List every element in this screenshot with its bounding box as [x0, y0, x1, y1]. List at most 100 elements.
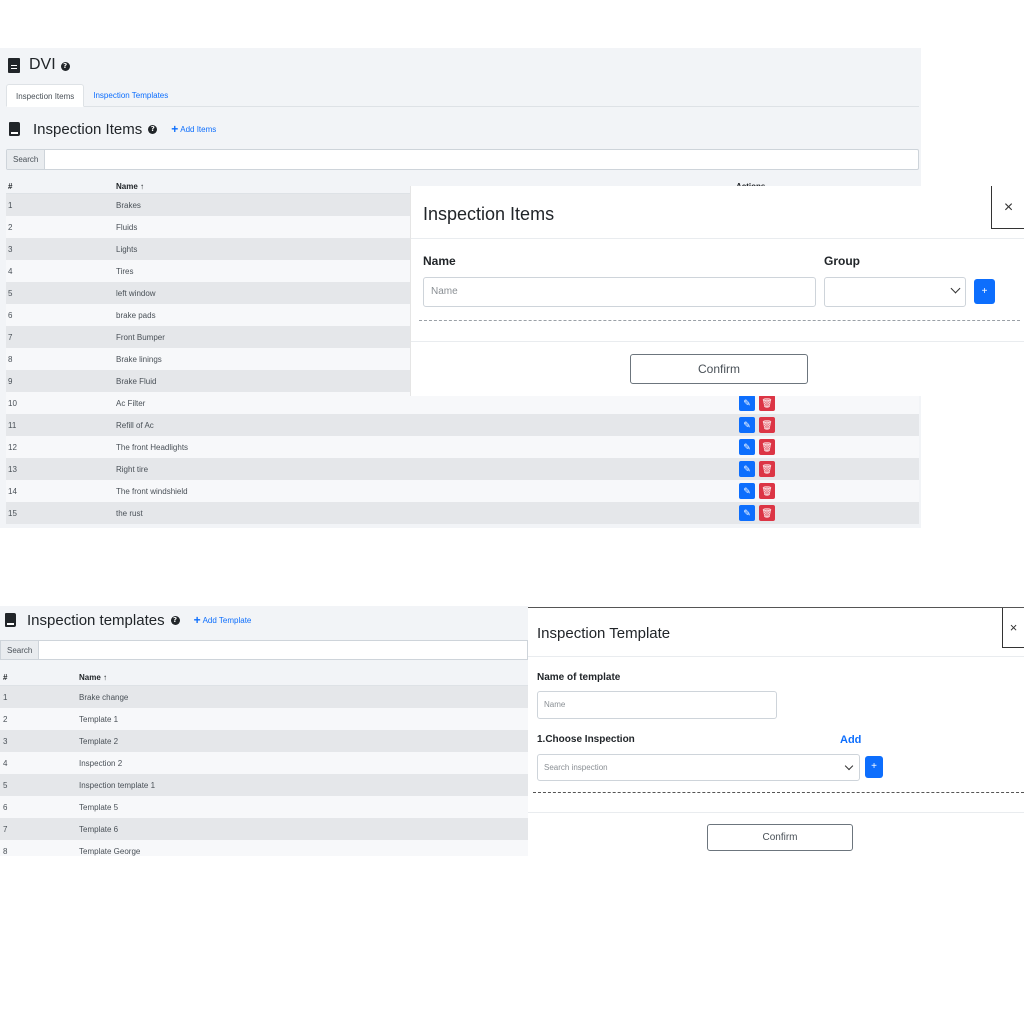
row-number: 1 — [3, 693, 8, 702]
row-number: 11 — [8, 421, 17, 430]
row-actions: ✎🗑 — [739, 395, 775, 411]
row-name: Right tire — [116, 465, 149, 474]
table-row: 5 Inspection template 1 — [0, 774, 528, 796]
row-number: 1 — [8, 201, 13, 210]
row-number: 8 — [8, 355, 13, 364]
row-name: Template 2 — [79, 737, 119, 746]
add-group-button[interactable]: + — [974, 279, 995, 304]
table-row: 11 Refill of Ac ✎ 🗑 — [6, 414, 919, 436]
tab-inspection-templates[interactable]: Inspection Templates — [93, 91, 169, 100]
page-title: DVI — [29, 56, 56, 73]
row-number: 3 — [8, 245, 13, 254]
row-name: Inspection 2 — [79, 759, 123, 768]
row-actions: ✎🗑 — [739, 505, 775, 521]
trash-icon[interactable]: 🗑 — [759, 505, 775, 521]
row-name: brake pads — [116, 311, 156, 320]
templates-table: # Name ↑ 1 Brake change 2 Template 1 3 Templa… — [0, 668, 528, 856]
divider — [411, 341, 1024, 342]
templates-panel: Inspection templates ? + Add Template Se… — [0, 606, 528, 856]
trash-icon[interactable]: 🗑 — [759, 439, 775, 455]
row-number: 6 — [8, 311, 13, 320]
table-header: # Name ↑ — [0, 668, 528, 686]
help-icon[interactable]: ? — [148, 124, 158, 134]
row-name: the rust — [116, 509, 143, 518]
edit-icon[interactable]: ✎ — [739, 505, 755, 521]
items-section-header: Inspection Items ? + Add Items — [9, 120, 216, 138]
row-name: Ac Filter — [116, 399, 146, 408]
row-name: The front Headlights — [116, 443, 189, 452]
add-template-link[interactable]: + Add Template — [194, 614, 252, 626]
modal-title: Inspection Template — [537, 625, 671, 642]
search-input[interactable] — [45, 150, 918, 169]
chevron-down-icon — [844, 761, 854, 771]
edit-icon[interactable]: ✎ — [739, 439, 755, 455]
close-button[interactable]: × — [991, 186, 1024, 229]
trash-icon[interactable]: 🗑 — [759, 461, 775, 477]
add-inspection-button[interactable]: + — [865, 756, 883, 778]
row-name: Brake Fluid — [116, 377, 157, 386]
template-name-label: Name of template — [537, 672, 621, 683]
select-placeholder: Search inspection — [544, 763, 608, 772]
table-row: 14 The front windshield ✎ 🗑 — [6, 480, 919, 502]
column-header-name[interactable]: Name ↑ — [79, 673, 108, 682]
inspection-search-select[interactable]: Search inspection — [537, 754, 860, 781]
book-icon — [5, 613, 16, 627]
divider — [528, 812, 1024, 813]
table-row: 15 the rust ✎ 🗑 — [6, 502, 919, 524]
trash-icon[interactable]: 🗑 — [759, 417, 775, 433]
add-inspection-link[interactable]: Add — [840, 734, 862, 746]
edit-icon[interactable]: ✎ — [739, 483, 755, 499]
table-row: 1 Brake change — [0, 686, 528, 708]
divider — [528, 656, 1024, 657]
trash-icon[interactable]: 🗑 — [759, 483, 775, 499]
row-number: 8 — [3, 847, 8, 856]
help-icon[interactable]: ? — [170, 615, 180, 625]
choose-inspection-label: 1.Choose Inspection — [537, 734, 635, 745]
row-number: 2 — [8, 223, 13, 232]
row-number: 10 — [8, 399, 17, 408]
table-row: 8 Template George — [0, 840, 528, 856]
confirm-button[interactable]: Confirm — [707, 824, 853, 851]
table-row: 3 Template 2 — [0, 730, 528, 752]
search-input[interactable] — [39, 641, 527, 659]
items-search: Search — [6, 149, 919, 170]
group-label: Group — [824, 254, 860, 268]
table-row: 7 Template 6 — [0, 818, 528, 840]
row-name: Inspection template 1 — [79, 781, 156, 790]
inspection-template-modal: Inspection Template × Name of template N… — [528, 607, 1024, 862]
inspection-items-modal: Inspection Items × Name Group Name + Con… — [410, 186, 1024, 396]
divider — [419, 320, 1020, 321]
table-row: 10 Ac Filter ✎ 🗑 — [6, 392, 919, 414]
row-actions: ✎🗑 — [739, 417, 775, 433]
table-row: 4 Inspection 2 — [0, 752, 528, 774]
document-icon — [8, 57, 20, 73]
tab-inspection-items[interactable]: Inspection Items — [6, 84, 85, 107]
table-row: 13 Right tire ✎ 🗑 — [6, 458, 919, 480]
close-button[interactable]: × — [1002, 608, 1024, 648]
name-input[interactable]: Name — [423, 277, 816, 307]
row-number: 4 — [3, 759, 8, 768]
search-label: Search — [1, 641, 40, 659]
dvi-header: DVI ? — [8, 56, 70, 74]
add-items-label: Add Items — [180, 124, 217, 134]
row-number: 9 — [8, 377, 13, 386]
edit-icon[interactable]: ✎ — [739, 417, 755, 433]
row-name: Template George — [79, 847, 141, 856]
row-actions: ✎🗑 — [739, 439, 775, 455]
edit-icon[interactable]: ✎ — [739, 461, 755, 477]
help-icon[interactable]: ? — [60, 62, 70, 71]
modal-title: Inspection Items — [423, 204, 555, 224]
row-name: Lights — [116, 245, 138, 254]
row-name: Brake linings — [116, 355, 162, 364]
add-items-link[interactable]: + Add Items — [171, 123, 217, 135]
edit-icon[interactable]: ✎ — [739, 395, 755, 411]
table-row: 2 Template 1 — [0, 708, 528, 730]
template-name-input[interactable]: Name — [537, 691, 777, 719]
trash-icon[interactable]: 🗑 — [759, 395, 775, 411]
row-name: left window — [116, 289, 156, 298]
column-header-name[interactable]: Name ↑ — [116, 182, 145, 191]
row-number: 14 — [8, 487, 17, 496]
group-select[interactable] — [824, 277, 966, 307]
confirm-button[interactable]: Confirm — [630, 354, 808, 384]
column-header-num: # — [8, 182, 13, 191]
